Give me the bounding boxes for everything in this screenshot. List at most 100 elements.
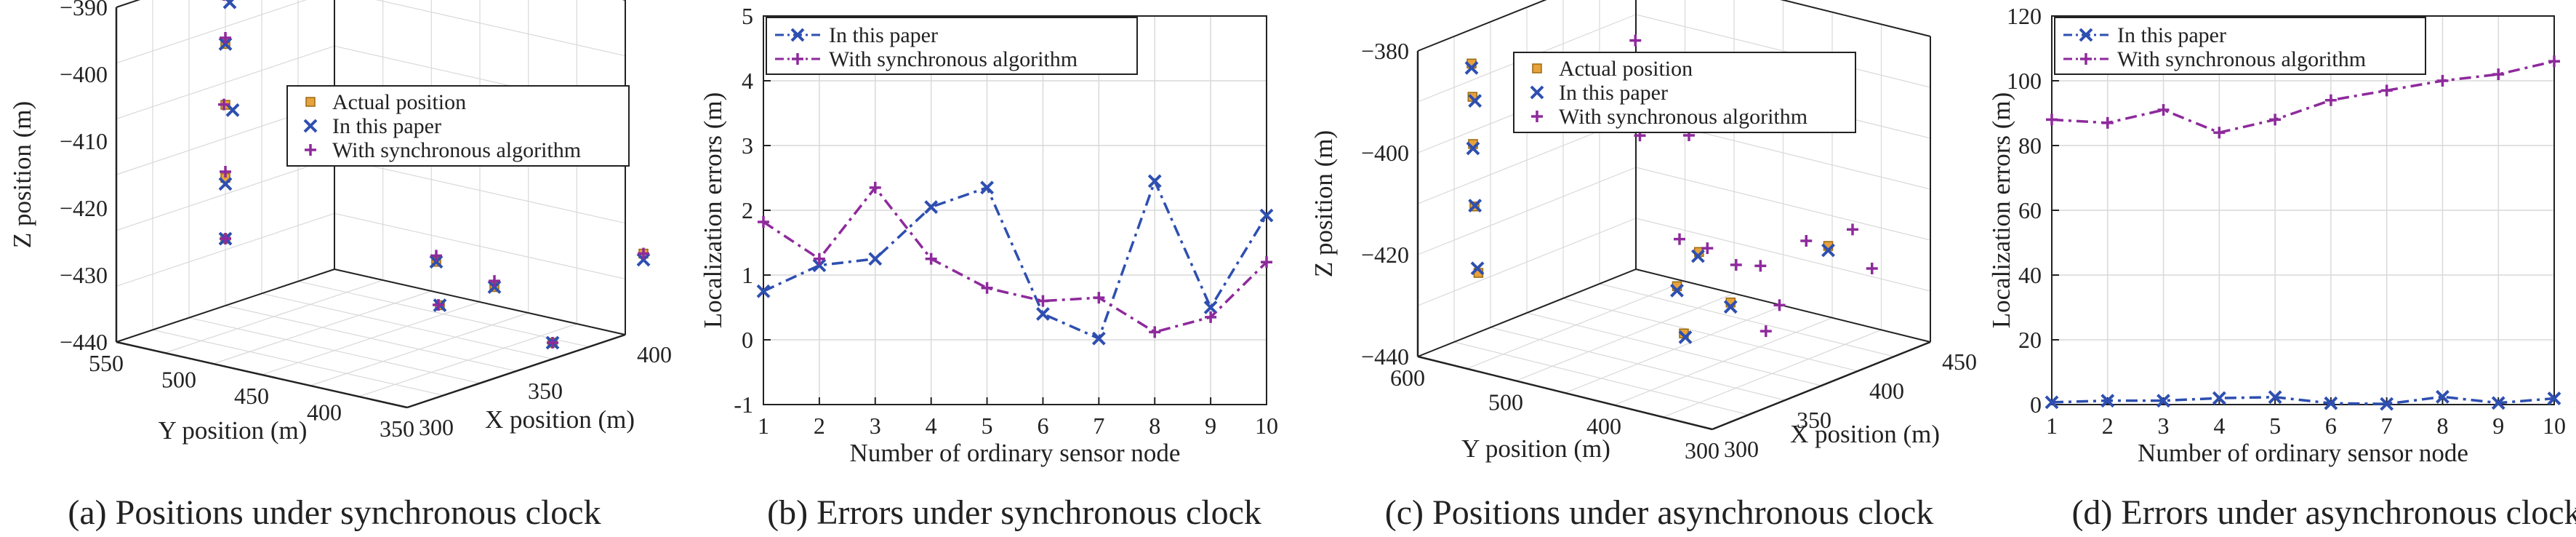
y-axis-label: Localization errors (m) <box>1987 92 2015 329</box>
data-point-s2-9 <box>1847 223 1858 236</box>
data-point-s1-9 <box>2548 55 2560 68</box>
data-point-s1-9 <box>1261 256 1272 268</box>
y-tick-label: 4 <box>742 68 753 94</box>
y-tick-label: -1 <box>734 391 753 418</box>
y-tick-label: 5 <box>742 3 753 29</box>
legend-marker <box>2080 53 2092 65</box>
data-point-s1-7 <box>1149 326 1161 338</box>
legend-entry: In this paper <box>332 114 441 138</box>
data-point-s1-6 <box>1678 330 1693 344</box>
back-grid <box>1635 14 1931 88</box>
data-point-s1-0 <box>222 0 237 9</box>
data-point-s2-11 <box>1773 299 1786 311</box>
legend-marker <box>303 119 318 133</box>
x-tick-label: 2 <box>814 413 825 439</box>
data-point-s2-1 <box>1629 34 1642 47</box>
y-axis-label: Y position (m) <box>159 416 308 445</box>
box-edge <box>1417 0 1547 52</box>
x-tick-label: 8 <box>1149 413 1160 439</box>
data-point-s1-6 <box>1093 292 1105 304</box>
floor-grid <box>261 293 553 359</box>
x-tick-label: 350 <box>1797 407 1831 433</box>
panel-caption: (b) Errors under synchronous clock <box>767 493 1261 532</box>
z-tick-label: −400 <box>60 61 108 87</box>
panel-caption: (a) Positions under synchronous clock <box>68 493 601 532</box>
y-tick-label: 3 <box>742 132 753 159</box>
series-line-1 <box>763 186 1268 334</box>
z-tick-label: −390 <box>60 0 108 20</box>
panel-a-3d-scatter: 300350400350400450500550−440−430−420−410… <box>8 0 672 532</box>
data-point-s1-5 <box>1670 283 1684 298</box>
y-tick-label: 40 <box>2018 262 2042 288</box>
x-tick-label: 10 <box>1255 413 1278 439</box>
data-point-s2-4 <box>1674 233 1685 245</box>
data-point-s1-1 <box>218 36 233 51</box>
legend-entry: With synchronous algorithm <box>829 47 1078 71</box>
x-tick-label: 300 <box>1724 436 1759 462</box>
legend-marker <box>305 97 316 107</box>
legend-entry: In this paper <box>2117 23 2226 47</box>
data-point-s2-5 <box>1701 242 1714 255</box>
z-tick-label: −420 <box>60 195 108 221</box>
y-axis-line <box>1417 355 1713 431</box>
data-point-s1-9 <box>636 252 651 267</box>
x-tick-label: 9 <box>1205 413 1216 439</box>
x-tick-label: 400 <box>637 341 672 367</box>
legend-box <box>2054 17 2426 75</box>
data-point-s1-2 <box>225 103 240 117</box>
panel-b-line-chart: -1 0 1 2 3 4 5 1 2 3 4 5 6 7 8 9 10 Number of ordinary se… <box>699 3 1278 532</box>
floor-grid <box>164 279 383 354</box>
data-point-s0-1 <box>812 258 827 273</box>
floor-grid <box>1515 293 1735 381</box>
data-point-s1-6 <box>2380 84 2393 97</box>
data-point-s1-8 <box>487 280 502 294</box>
box-edge <box>116 268 335 343</box>
box-edge <box>1417 268 1637 357</box>
data-point-s0-9 <box>2547 391 2561 405</box>
x-tick-label: 1 <box>758 413 769 439</box>
data-point-s0-9 <box>1259 208 1274 223</box>
data-point-s2-4 <box>220 233 231 245</box>
legend-box <box>1513 52 1856 133</box>
data-point-s1-5 <box>1037 295 1049 307</box>
z-axis-label: Z position (m) <box>1309 130 1338 277</box>
series-line-0 <box>763 178 1268 341</box>
data-point-s1-3 <box>1468 199 1482 213</box>
z-axis-label: Z position (m) <box>8 101 36 248</box>
series-line-1 <box>2051 60 2555 135</box>
data-point-s0-1 <box>2100 394 2115 408</box>
x-axis-label: Number of ordinary sensor node <box>2138 439 2468 467</box>
legend-entry: Actual position <box>332 90 466 114</box>
x-axis-label: X position (m) <box>485 405 635 434</box>
x-tick-label: 4 <box>2213 413 2225 439</box>
floor-grid <box>297 281 590 348</box>
z-tick-label: −440 <box>1361 343 1409 370</box>
x-tick-label: 350 <box>528 378 563 404</box>
x-tick-label: 8 <box>2436 413 2448 439</box>
y-tick-label: 350 <box>380 415 414 442</box>
x-tick-label: 1 <box>2046 413 2058 439</box>
data-point-s0-8 <box>1203 301 1218 314</box>
data-point-s0-6 <box>1091 331 1106 346</box>
y-tick-label: 0 <box>742 327 753 353</box>
x-tick-label: 400 <box>1869 378 1904 404</box>
data-point-s1-0 <box>758 216 769 228</box>
data-point-s1-1 <box>2101 116 2114 129</box>
data-point-s1-4 <box>1470 261 1485 276</box>
x-tick-label: 7 <box>1093 413 1104 439</box>
y-axis-label: Y position (m) <box>1461 434 1610 463</box>
data-point-s1-7 <box>1690 249 1705 263</box>
data-point-s0-4 <box>2268 390 2282 405</box>
data-point-s2-2 <box>218 98 230 111</box>
box-edge <box>1780 0 1931 37</box>
z-tick-label: −400 <box>1361 140 1409 166</box>
data-point-s2-1 <box>220 32 231 44</box>
data-point-s1-0 <box>2046 114 2058 126</box>
legend-marker <box>305 144 316 156</box>
data-point-s1-3 <box>2213 127 2226 139</box>
x-tick-label: 4 <box>926 413 937 439</box>
data-point-s0-5 <box>2324 396 2338 410</box>
y-tick-label: 600 <box>1390 365 1425 391</box>
z-tick-label: −420 <box>1361 242 1409 268</box>
